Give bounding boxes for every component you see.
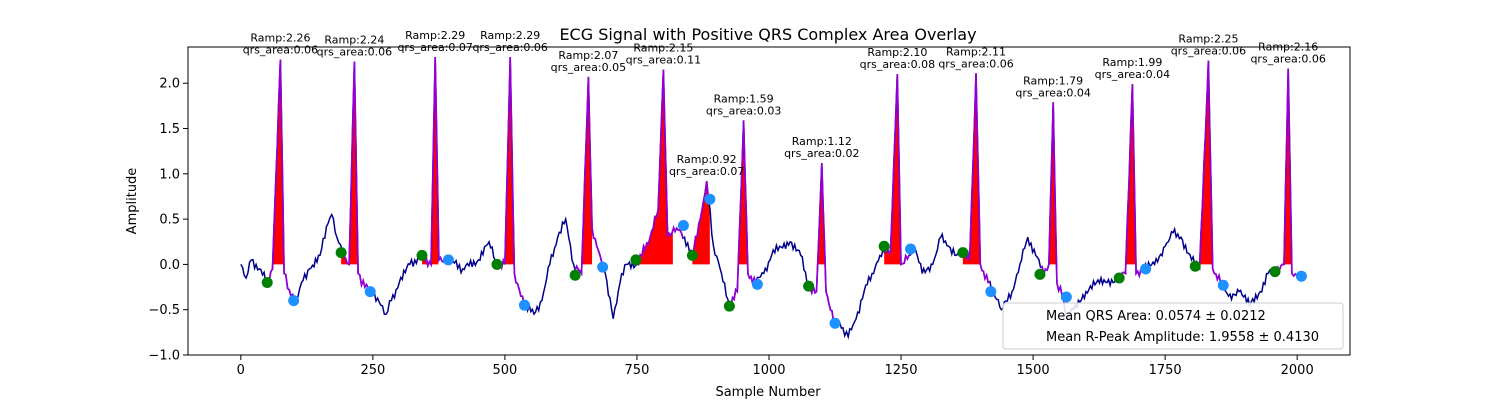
y-tick-label: 1.0 [159, 167, 180, 182]
qrs-offset-marker-11 [985, 286, 997, 298]
y-tick-label: 2.0 [159, 77, 180, 92]
annotations: Ramp:2.26qrs_area:0.06Ramp:2.24qrs_area:… [243, 29, 1326, 178]
plot-area [240, 56, 1307, 340]
qrs-onset-marker-3 [416, 249, 428, 261]
qrs-area-label-9: qrs_area:0.02 [784, 147, 859, 160]
x-tick-label: 500 [492, 363, 517, 378]
qrs-area-label-5: qrs_area:0.05 [551, 61, 626, 74]
y-axis: −1.0 −0.5 0.0 0.5 1.0 1.5 2.0 [148, 77, 188, 364]
qrs-offset-marker-7 [704, 193, 716, 205]
qrs-area-fill-11 [962, 73, 981, 265]
qrs-onset-marker-1 [261, 277, 273, 289]
qrs-area-label-6: qrs_area:0.11 [626, 54, 701, 67]
qrs-area-fill-6 [635, 69, 673, 265]
qrs-area-label-2: qrs_area:0.06 [317, 45, 392, 58]
y-tick-label: 1.5 [159, 122, 180, 137]
qrs-segment-10 [884, 74, 910, 266]
qrs-onset-marker-11 [957, 247, 969, 259]
x-tick-label: 0 [237, 363, 245, 378]
r-peak-amplitude-label-5: Ramp:2.07 [558, 49, 618, 62]
qrs-area-fill-14 [1195, 60, 1213, 265]
qrs-segment-12 [1040, 102, 1067, 316]
qrs-onset-marker-9 [803, 280, 815, 292]
qrs-onset-marker-4 [491, 258, 503, 270]
qrs-offset-marker-4 [518, 299, 530, 311]
qrs-area-label-13: qrs_area:0.04 [1095, 68, 1170, 81]
r-peak-amplitude-label-10: Ramp:2.10 [867, 46, 927, 59]
legend-entry-qrs-area: Mean QRS Area: 0.0574 ± 0.0212 [1046, 309, 1266, 324]
qrs-offset-marker-9 [829, 317, 841, 329]
x-tick-label: 750 [625, 363, 650, 378]
y-tick-label: −0.5 [148, 303, 180, 318]
r-peak-amplitude-label-3: Ramp:2.29 [405, 29, 465, 42]
r-peak-amplitude-label-1: Ramp:2.26 [250, 32, 310, 45]
qrs-onset-marker-7 [686, 249, 698, 261]
r-peak-amplitude-label-11: Ramp:2.11 [946, 45, 1006, 58]
r-peak-amplitude-label-2: Ramp:2.24 [324, 33, 384, 46]
r-peak-amplitude-label-8: Ramp:1.59 [714, 92, 774, 105]
qrs-onset-marker-10 [878, 240, 890, 252]
qrs-segment-2 [341, 61, 371, 292]
qrs-offset-marker-3 [442, 254, 454, 266]
r-peak-amplitude-label-12: Ramp:1.79 [1023, 74, 1083, 87]
qrs-onset-marker-14 [1189, 260, 1201, 272]
qrs-area-label-8: qrs_area:0.03 [706, 104, 781, 117]
qrs-onset-marker-8 [723, 300, 735, 312]
qrs-offset-marker-5 [597, 261, 609, 273]
qrs-area-label-10: qrs_area:0.08 [860, 58, 935, 71]
qrs-segment-7 [691, 180, 710, 256]
legend-entry-r-peak: Mean R-Peak Amplitude: 1.9558 ± 0.4130 [1046, 330, 1319, 345]
qrs-area-label-1: qrs_area:0.06 [243, 44, 318, 57]
qrs-area-fill-1 [267, 59, 284, 265]
x-tick-label: 1500 [1017, 363, 1050, 378]
qrs-offset-marker-14 [1217, 279, 1229, 291]
r-peak-amplitude-label-6: Ramp:2.15 [633, 42, 693, 55]
qrs-onset-marker-6 [630, 254, 642, 266]
qrs-onset-marker-15 [1269, 266, 1281, 278]
qrs-offset-marker-1 [288, 295, 300, 307]
qrs-onset-marker-2 [335, 247, 347, 259]
qrs-offset-marker-13 [1140, 263, 1152, 275]
qrs-area-label-14: qrs_area:0.06 [1171, 45, 1246, 58]
x-tick-label: 250 [360, 363, 385, 378]
qrs-onset-marker-5 [569, 269, 581, 281]
qrs-onset-marker-13 [1113, 272, 1125, 284]
y-tick-label: −1.0 [148, 349, 180, 364]
x-axis: 0 250 500 750 1000 1250 1500 1750 2000 [237, 355, 1314, 378]
r-peak-amplitude-label-9: Ramp:1.12 [792, 135, 852, 148]
qrs-offset-marker-15 [1295, 270, 1307, 282]
qrs-area-label-11: qrs_area:0.06 [938, 57, 1013, 70]
qrs-offset-marker-6 [677, 219, 689, 231]
qrs-segment-1 [267, 59, 294, 298]
qrs-area-label-15: qrs_area:0.06 [1250, 53, 1325, 66]
qrs-offset-marker-8 [751, 278, 763, 290]
qrs-area-label-12: qrs_area:0.04 [1015, 86, 1090, 99]
qrs-offset-marker-10 [905, 243, 917, 255]
chart-title: ECG Signal with Positive QRS Complex Are… [559, 25, 976, 44]
qrs-offset-marker-2 [364, 286, 376, 298]
qrs-offset-marker-12 [1060, 291, 1072, 303]
qrs-onset-marker-12 [1034, 268, 1046, 280]
r-peak-amplitude-label-14: Ramp:2.25 [1178, 33, 1238, 46]
x-axis-title: Sample Number [715, 385, 821, 400]
x-tick-label: 2000 [1281, 363, 1314, 378]
y-axis-title: Amplitude [125, 168, 140, 235]
qrs-segment-6 [636, 69, 684, 266]
x-tick-label: 1000 [752, 363, 785, 378]
r-peak-amplitude-label-13: Ramp:1.99 [1102, 56, 1162, 69]
qrs-area-fill-5 [575, 76, 593, 265]
x-tick-label: 1250 [884, 363, 917, 378]
y-tick-label: 0.5 [159, 213, 180, 228]
qrs-segment-14 [1195, 60, 1223, 285]
qrs-area-label-7: qrs_area:0.07 [669, 165, 744, 178]
y-tick-label: 0.0 [159, 258, 180, 273]
r-peak-amplitude-label-4: Ramp:2.29 [480, 29, 540, 42]
x-tick-label: 1750 [1149, 363, 1182, 378]
qrs-area-fill-10 [884, 74, 901, 265]
legend-box [1002, 302, 1344, 350]
r-peak-amplitude-label-7: Ramp:0.92 [677, 153, 737, 166]
legend: Mean QRS Area: 0.0574 ± 0.0212 Mean R-Pe… [1002, 302, 1344, 350]
qrs-segment-5 [574, 76, 603, 277]
